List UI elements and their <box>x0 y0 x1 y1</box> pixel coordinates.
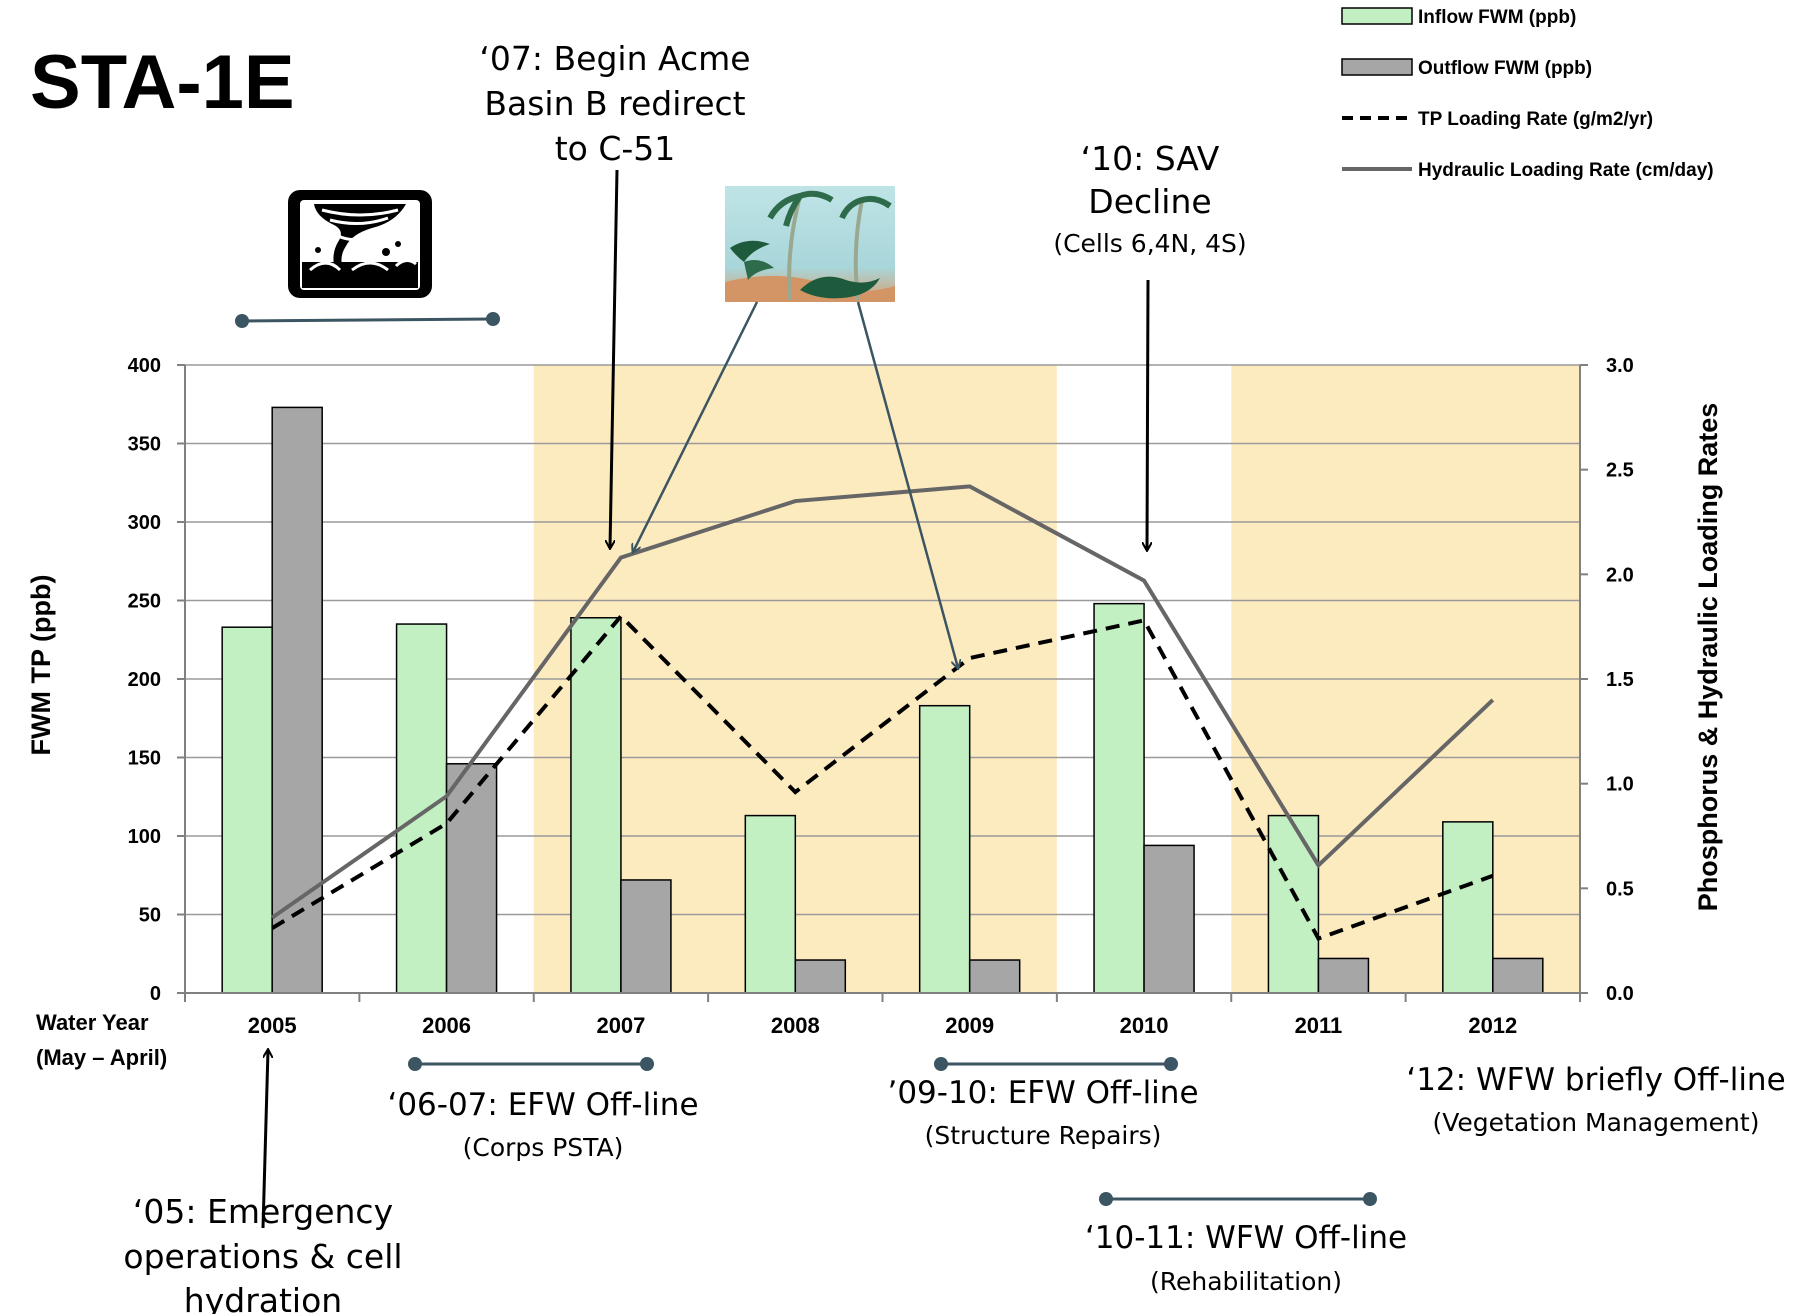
legend-label-outflow: Outflow FWM (ppb) <box>1418 58 1592 79</box>
lines <box>271 484 1495 942</box>
annotation-10-11-wfw: ‘10-11: WFW Off-line (Rehabilitation) <box>1085 1220 1407 1296</box>
bar-inflow-2010 <box>1093 602 1145 994</box>
x-tick-label-2007: 2007 <box>596 1013 645 1038</box>
period-bracket-10-11 <box>1099 1192 1377 1206</box>
svg-text:‘05: Emergency: ‘05: Emergency <box>133 1192 393 1231</box>
bar-outflow-2007 <box>620 879 672 994</box>
annotation-09-10-efw: ’09-10: EFW Off-line (Structure Repairs) <box>887 1075 1198 1150</box>
x-tick-label-2010: 2010 <box>1120 1013 1169 1038</box>
bar-outflow-2012 <box>1492 957 1544 994</box>
legend-label-inflow: Inflow FWM (ppb) <box>1418 7 1576 28</box>
y2-tick-label: 2.0 <box>1606 564 1634 586</box>
bar-outflow-2006 <box>445 763 498 994</box>
bar-inflow-2005 <box>221 626 273 994</box>
svg-text:operations & cell: operations & cell <box>123 1237 402 1276</box>
bar-outflow-2005 <box>271 406 323 994</box>
annotation-05-emergency: ‘05: Emergency operations & cell hydrati… <box>123 1192 402 1314</box>
bar-outflow-2009 <box>968 959 1021 994</box>
annotation-07-acme: ‘07: Begin Acme Basin B redirect to C-51 <box>479 39 750 168</box>
svg-text:(Corps PSTA): (Corps PSTA) <box>463 1133 624 1162</box>
y-tick-label: 100 <box>128 826 161 848</box>
y-tick-label: 400 <box>128 355 161 377</box>
legend-swatch-inflow <box>1341 7 1413 25</box>
bar-inflow-2011 <box>1267 814 1320 994</box>
arrow-05-emergency <box>261 1050 268 1229</box>
bar-inflow-2007 <box>570 617 622 994</box>
svg-text:’09-10: EFW Off-line: ’09-10: EFW Off-line <box>887 1075 1198 1111</box>
svg-text:‘10-11: WFW Off-line: ‘10-11: WFW Off-line <box>1085 1220 1407 1256</box>
svg-text:‘10: SAV: ‘10: SAV <box>1081 139 1220 178</box>
legend: Inflow FWM (ppb) Outflow FWM (ppb) TP Lo… <box>1341 7 1714 181</box>
svg-text:Decline: Decline <box>1088 182 1211 221</box>
y2-tick-label: 1.0 <box>1606 774 1634 796</box>
svg-text:(Rehabilitation): (Rehabilitation) <box>1150 1267 1342 1296</box>
legend-swatch-outflow <box>1341 58 1413 76</box>
arrow-10-sav <box>1147 279 1148 550</box>
x-tick-label-2009: 2009 <box>945 1013 994 1038</box>
chart-title: STA-1E <box>30 40 295 125</box>
x-tick-label-2006: 2006 <box>422 1013 471 1038</box>
period-bracket-06-07 <box>408 1057 654 1071</box>
y-axis-title: FWM TP (ppb) <box>26 575 56 756</box>
x-tick-label-2005: 2005 <box>248 1013 297 1038</box>
svg-text:(Vegetation Management): (Vegetation Management) <box>1433 1108 1760 1137</box>
hurricane-palm-trees-image <box>725 186 895 302</box>
x-tick-label-2011: 2011 <box>1295 1013 1343 1038</box>
svg-text:‘12: WFW briefly Off-line: ‘12: WFW briefly Off-line <box>1406 1062 1785 1098</box>
svg-text:(Structure Repairs): (Structure Repairs) <box>925 1121 1162 1150</box>
y2-tick-label: 3.0 <box>1606 355 1634 377</box>
svg-text:Basin B redirect: Basin B redirect <box>484 84 745 123</box>
bars <box>221 406 1544 994</box>
y2-axis-title: Phosphorus & Hydraulic Loading Rates <box>1693 403 1723 912</box>
y-tick-label: 150 <box>128 748 161 770</box>
y-tick-label: 200 <box>128 669 161 691</box>
svg-text:‘07: Begin Acme: ‘07: Begin Acme <box>479 39 750 78</box>
y-tick-label: 350 <box>128 434 161 456</box>
bar-outflow-2008 <box>794 959 847 994</box>
annotation-10-sav: ‘10: SAV Decline (Cells 6,4N, 4S) <box>1053 139 1246 258</box>
legend-label-tp-loading: TP Loading Rate (g/m2/yr) <box>1418 109 1653 130</box>
y-tick-label: 0 <box>150 983 161 1005</box>
y-tick-label: 250 <box>128 591 161 613</box>
bar-inflow-2012 <box>1442 821 1494 994</box>
y2-tick-label: 1.5 <box>1606 669 1634 691</box>
arrow-hurricane-2007 <box>633 301 759 552</box>
svg-text:to C-51: to C-51 <box>555 129 676 168</box>
x-tick-label-2008: 2008 <box>771 1013 820 1038</box>
x-axis-title-line-1: Water Year <box>36 1010 149 1035</box>
arrow-hurricane-2009 <box>856 301 958 668</box>
svg-text:(Cells 6,4N, 4S): (Cells 6,4N, 4S) <box>1053 229 1246 258</box>
y-tick-label: 300 <box>128 512 161 534</box>
bar-outflow-2011 <box>1317 957 1370 994</box>
x-axis-title-line-2: (May – April) <box>36 1045 167 1070</box>
annotation-06-07-efw: ‘06-07: EFW Off-line (Corps PSTA) <box>387 1087 698 1162</box>
y2-tick-label: 2.5 <box>1606 460 1634 482</box>
tornado-icon <box>288 190 432 298</box>
y2-tick-label: 0.0 <box>1606 983 1634 1005</box>
bar-inflow-2009 <box>918 704 971 994</box>
svg-text:‘06-07: EFW Off-line: ‘06-07: EFW Off-line <box>387 1087 698 1123</box>
arrow-07-acme <box>610 169 619 548</box>
bar-outflow-2010 <box>1143 844 1195 994</box>
gridlines <box>185 364 1580 916</box>
line-tp-loading-rate <box>271 613 1494 942</box>
x-tick-label-2012: 2012 <box>1468 1013 1517 1038</box>
legend-label-hydraulic: Hydraulic Loading Rate (cm/day) <box>1418 160 1714 181</box>
axes: 0 50 100 150 200 250 300 350 400 0.0 0.5 1.0 1.5 2.0 2… <box>128 355 1634 1038</box>
svg-text:hydration: hydration <box>184 1281 342 1314</box>
period-bracket-09-10 <box>934 1057 1178 1071</box>
annotation-12-wfw: ‘12: WFW briefly Off-line (Vegetation Ma… <box>1406 1062 1785 1137</box>
period-bracket-2005 <box>235 312 500 328</box>
bar-inflow-2008 <box>744 814 797 994</box>
bar-inflow-2006 <box>395 623 448 994</box>
y-tick-label: 50 <box>139 905 161 927</box>
y2-tick-label: 0.5 <box>1606 878 1634 900</box>
line-hydraulic-loading-rate <box>271 484 1495 920</box>
